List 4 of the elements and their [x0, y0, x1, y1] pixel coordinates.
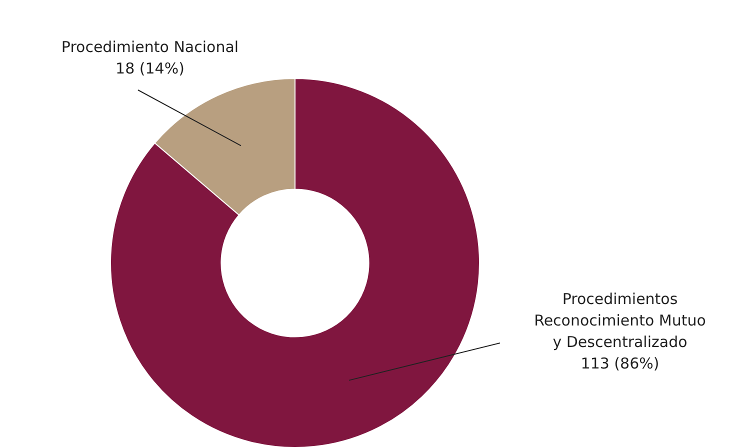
slice-label: Procedimientos Reconocimiento Mutuo y Descentralizado [534, 290, 706, 351]
data-label: 113 (86%) [580, 354, 660, 372]
data-label: 18 (14%) [116, 59, 184, 78]
slice-label: Procedimiento Nacional [61, 38, 239, 56]
